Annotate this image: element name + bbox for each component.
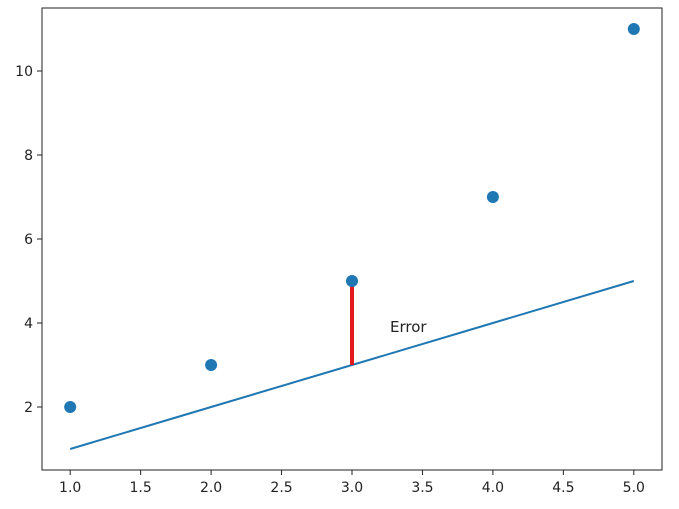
x-tick-label: 4.5	[552, 480, 574, 496]
plot-area	[64, 23, 640, 450]
x-tick-label: 4.0	[482, 480, 504, 496]
annotations: Error	[390, 318, 427, 336]
scatter-point	[346, 275, 358, 287]
scatter-point	[64, 401, 77, 413]
x-tick-label: 1.5	[130, 480, 152, 496]
scatter-point	[205, 359, 218, 371]
annotation-error-label: Error	[390, 318, 427, 336]
x-tick-label: 5.0	[623, 480, 645, 496]
x-tick-label: 2.5	[270, 480, 292, 496]
x-tick-label: 3.5	[411, 480, 433, 496]
axes: 1.0 1.5 2.0 2.5 3.0 3.5 4.0 4.5 5.0 2 4 6 8 10	[15, 7, 663, 496]
scatter-point	[627, 23, 640, 35]
axes-frame	[41, 7, 663, 471]
y-tick-label: 8	[24, 148, 33, 164]
x-tick-label: 1.0	[59, 480, 81, 496]
scatter-point	[486, 191, 499, 203]
x-tick-label: 3.0	[341, 480, 363, 496]
x-tick-label: 2.0	[200, 480, 222, 496]
y-tick-label: 4	[24, 316, 33, 332]
y-tick-label: 2	[24, 400, 33, 416]
y-tick-label: 6	[24, 232, 33, 248]
y-tick-label: 10	[15, 64, 33, 80]
